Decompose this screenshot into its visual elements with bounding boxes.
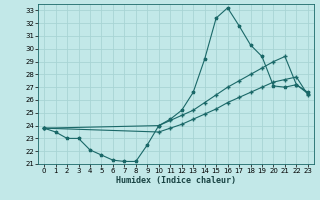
X-axis label: Humidex (Indice chaleur): Humidex (Indice chaleur) [116, 176, 236, 185]
